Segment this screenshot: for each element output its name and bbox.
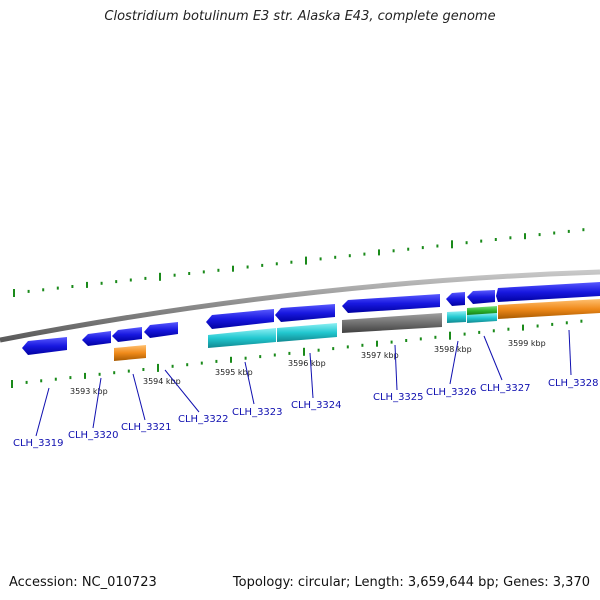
gene-leader-line: [164, 369, 200, 413]
gene-leader-line: [449, 340, 459, 385]
gene-leader-line: [568, 329, 572, 376]
feature-orange: [498, 299, 600, 319]
feature-orange: [114, 345, 146, 361]
feature-cyan: [447, 311, 466, 323]
feature-cyan: [277, 323, 337, 342]
gene-leader-line: [132, 373, 146, 421]
gene-label: CLH_3324: [291, 400, 342, 411]
cds-arrow-reverse: [144, 322, 178, 338]
gene-label: CLH_3322: [178, 414, 229, 425]
kbp-label: 3597 kbp: [361, 351, 399, 360]
gene-label: CLH_3327: [480, 383, 531, 394]
outer-tick-track: [13, 228, 585, 297]
cds-arrow-forward: [496, 282, 600, 302]
cds-arrow-reverse: [112, 327, 142, 342]
cds-arrow-reverse: [82, 331, 111, 346]
cds-arrow-reverse: [22, 337, 67, 355]
accession-text: Accession: NC_010723: [9, 575, 157, 590]
kbp-label: 3595 kbp: [215, 368, 253, 377]
feature-cyan: [467, 313, 497, 323]
inner-tick-track: [11, 319, 583, 388]
gene-leader-line: [394, 344, 398, 391]
gene-leader-line: [483, 335, 503, 381]
gene-leader-line: [309, 352, 314, 399]
kbp-label: 3596 kbp: [288, 359, 326, 368]
feature-gray: [342, 313, 442, 333]
kbp-label: 3593 kbp: [70, 387, 108, 396]
gene-label: CLH_3328: [548, 378, 599, 389]
gene-label: CLH_3320: [68, 430, 119, 441]
gene-label: CLH_3325: [373, 392, 424, 403]
cds-arrow-reverse: [342, 294, 440, 313]
genome-title: Clostridium botulinum E3 str. Alaska E43…: [104, 9, 496, 24]
cds-arrow-reverse: [446, 292, 465, 306]
gene-label: CLH_3321: [121, 422, 172, 433]
gene-leader-line: [244, 361, 255, 405]
genome-summary-text: Topology: circular; Length: 3,659,644 bp…: [232, 575, 590, 590]
gene-label: CLH_3326: [426, 387, 477, 398]
gene-label: CLH_3319: [13, 438, 64, 449]
kbp-label: 3598 kbp: [434, 345, 472, 354]
cds-arrow-reverse: [206, 309, 274, 329]
gene-label: CLH_3323: [232, 407, 283, 418]
cds-arrow-reverse: [467, 290, 495, 304]
feature-cyan: [208, 328, 276, 348]
kbp-label: 3594 kbp: [143, 377, 181, 386]
cds-arrow-reverse: [275, 304, 335, 322]
genome-backbone: [0, 269, 600, 343]
gene-leader-line: [35, 387, 50, 437]
gene-leader-line: [92, 377, 102, 429]
kbp-label: 3599 kbp: [508, 339, 546, 348]
